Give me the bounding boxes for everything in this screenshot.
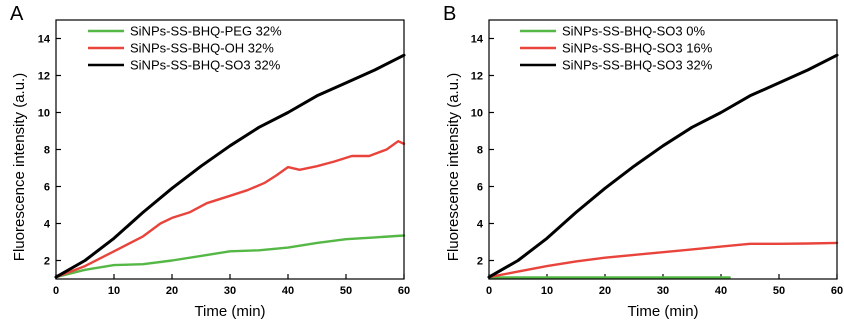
plot-frame-a [55, 19, 405, 280]
series-layer-b [487, 53, 839, 279]
panel-a: A Fluorescence intensity (a.u.) Time (mi… [10, 3, 410, 320]
legend-label: SiNPs-SS-BHQ-SO3 0% [562, 24, 705, 39]
legend-label: SiNPs-SS-BHQ-SO3 16% [562, 41, 713, 56]
y-tick-label: 10 [38, 108, 50, 120]
y-tick-label: 2 [44, 256, 50, 268]
panel-b: B Fluorescence intensity (a.u.) Time (mi… [443, 3, 843, 320]
x-tick-label: 50 [773, 285, 785, 297]
series-line-b-2 [487, 241, 839, 279]
ticks-a: 0 10 20 30 40 50 60 2 4 6 8 10 12 14 [38, 34, 410, 298]
x-tick-label: 10 [108, 285, 120, 297]
legend-label: SiNPs-SS-BHQ-PEG 32% [130, 24, 282, 39]
x-tick-label: 30 [224, 285, 236, 297]
y-tick-label: 14 [471, 34, 484, 46]
x-tick-label: 10 [541, 285, 553, 297]
y-tick-label: 8 [477, 145, 483, 157]
series-line-a-1 [54, 234, 406, 279]
x-tick-label: 60 [398, 285, 410, 297]
y-tick-label: 4 [44, 219, 51, 231]
y-tick-label: 12 [38, 71, 50, 83]
x-tick-label: 20 [599, 285, 611, 297]
y-axis-title-a: Fluorescence intensity (a.u.) [11, 73, 28, 261]
legend-label: SiNPs-SS-BHQ-OH 32% [130, 41, 274, 56]
y-tick-label: 10 [471, 108, 483, 120]
y-tick-label: 14 [38, 34, 51, 46]
x-tick-label: 20 [166, 285, 178, 297]
y-tick-label: 12 [471, 71, 483, 83]
y-axis-title-b: Fluorescence intensity (a.u.) [445, 73, 462, 261]
series-line-b-3 [487, 53, 839, 279]
x-tick-label: 50 [340, 285, 352, 297]
x-axis-title-a: Time (min) [194, 303, 265, 320]
legend-b: SiNPs-SS-BHQ-SO3 0% SiNPs-SS-BHQ-SO3 16% S… [520, 24, 713, 73]
y-tick-label: 6 [477, 182, 483, 194]
y-tick-label: 8 [44, 145, 50, 157]
ticks-b: 0 10 20 30 40 50 60 2 4 6 8 10 12 14 [471, 34, 843, 298]
legend-label: SiNPs-SS-BHQ-SO3 32% [562, 58, 713, 73]
panel-label-b: B [443, 3, 456, 25]
x-tick-label: 40 [715, 285, 727, 297]
series-layer-a [54, 53, 406, 279]
series-line-a-3 [54, 53, 406, 279]
x-tick-label: 0 [53, 285, 59, 297]
x-axis-title-b: Time (min) [627, 303, 698, 320]
y-tick-label: 4 [477, 219, 484, 231]
x-tick-label: 60 [831, 285, 843, 297]
x-tick-label: 0 [486, 285, 492, 297]
x-tick-label: 40 [282, 285, 294, 297]
panel-label-a: A [10, 3, 24, 25]
series-line-a-2 [54, 139, 406, 279]
plot-frame-b [488, 19, 838, 280]
x-tick-label: 30 [657, 285, 669, 297]
legend-a: SiNPs-SS-BHQ-PEG 32% SiNPs-SS-BHQ-OH 32% S… [88, 24, 282, 73]
y-tick-label: 2 [477, 256, 483, 268]
legend-label: SiNPs-SS-BHQ-SO3 32% [130, 58, 281, 73]
y-tick-label: 6 [44, 182, 50, 194]
